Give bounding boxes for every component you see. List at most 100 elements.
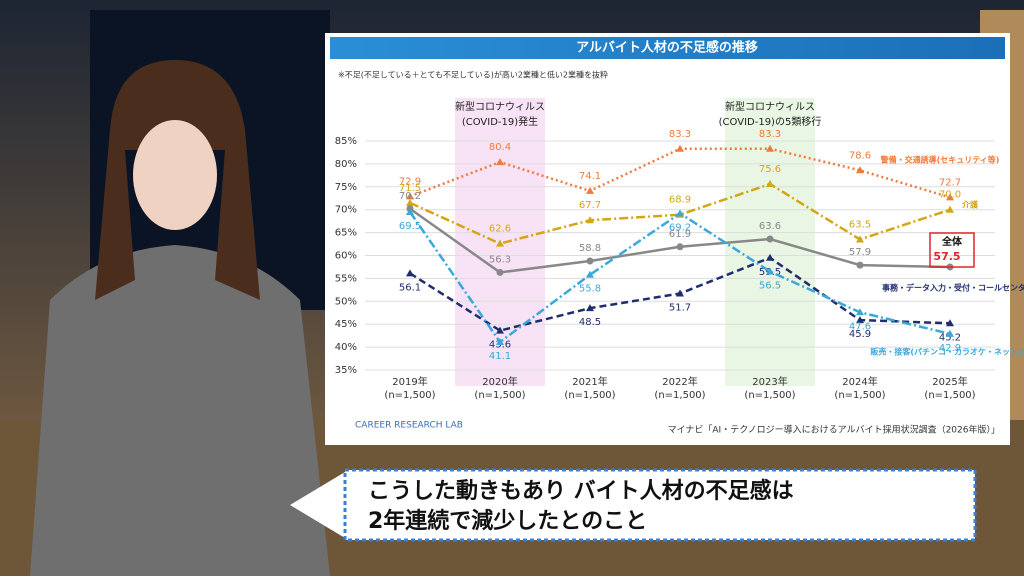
point: [856, 166, 864, 174]
point: [766, 144, 774, 152]
value-label: 61.9: [669, 229, 691, 240]
point: [406, 269, 414, 277]
annotation: (COVID-19)発生: [462, 115, 538, 128]
value-label: 42.9: [939, 343, 961, 354]
series-name: 事務・データ入力・受付・コールセンター: [882, 283, 1024, 293]
chart-panel: [325, 33, 1010, 445]
logo: CAREER RESEARCH LAB: [355, 421, 463, 431]
point: [586, 257, 594, 265]
x-tick-note: (n=1,500): [384, 390, 435, 401]
x-tick-note: (n=1,500): [924, 390, 975, 401]
point: [676, 209, 684, 217]
value-label: 56.1: [399, 282, 421, 293]
annotation: 新型コロナウィルス: [455, 100, 545, 113]
x-tick-note: (n=1,500): [834, 390, 885, 401]
value-label: 47.6: [849, 321, 871, 332]
value-label: 67.7: [579, 200, 601, 211]
caption-box: [343, 468, 977, 542]
point: [676, 243, 684, 251]
point: [766, 253, 774, 261]
y-tick-label: 45%: [335, 319, 357, 330]
point: [496, 338, 504, 346]
value-label: 72.9: [399, 176, 421, 187]
value-label: 56.3: [489, 254, 511, 265]
value-label: 48.5: [579, 317, 601, 328]
point: [676, 144, 684, 152]
point: [856, 308, 864, 316]
point: [946, 329, 954, 337]
value-label: 56.5: [759, 281, 781, 292]
value-label: 68.9: [669, 195, 691, 206]
value-label: 71.5: [399, 183, 421, 194]
value-label: 58.8: [579, 243, 601, 254]
point: [586, 216, 594, 224]
annotation: 新型コロナウィルス: [725, 100, 815, 113]
value-label: 63.6: [759, 221, 781, 232]
series-name: 警備・交通誘導(セキュリティ等): [880, 155, 1000, 165]
series-name: 全体: [941, 235, 963, 248]
chart: アルバイト人材の不足感の推移 ※不足(不足している＋とても不足している)が高い2…: [335, 40, 1024, 436]
title-bar: [330, 37, 1005, 59]
value-label: 57.9: [849, 247, 871, 258]
value-label: 72.7: [939, 177, 961, 188]
point: [766, 267, 774, 275]
point: [856, 261, 864, 269]
x-tick-label: 2023年: [752, 375, 787, 388]
x-tick-note: (n=1,500): [654, 390, 705, 401]
point: [496, 158, 504, 166]
person-body: [30, 245, 330, 576]
caption-pointer: [290, 472, 345, 538]
value-label: 45.9: [849, 329, 871, 340]
value-label: 83.3: [759, 129, 781, 140]
y-tick-label: 70%: [335, 205, 357, 216]
value-label: 51.7: [669, 303, 691, 314]
x-tick-label: 2024年: [842, 375, 877, 388]
point: [406, 192, 414, 200]
point: [586, 304, 594, 312]
person-face: [133, 120, 217, 230]
caption-line: 2年連続で減少したとのこと: [368, 508, 647, 534]
point: [586, 186, 594, 194]
point: [946, 319, 954, 327]
x-tick-label: 2019年: [392, 375, 427, 388]
point: [496, 268, 504, 276]
value-label: 70.0: [939, 190, 961, 201]
y-tick-label: 65%: [335, 228, 357, 239]
y-tick-label: 80%: [335, 159, 357, 170]
value-label: 45.2: [939, 332, 961, 343]
value-label: 69.2: [669, 222, 691, 233]
point: [406, 207, 414, 215]
value-label: 78.6: [849, 150, 871, 161]
value-label: 83.3: [669, 129, 691, 140]
y-tick-label: 55%: [335, 273, 357, 284]
y-tick-label: 50%: [335, 296, 357, 307]
y-tick-label: 85%: [335, 136, 357, 147]
x-tick-label: 2025年: [932, 375, 967, 388]
value-label: 62.6: [489, 224, 511, 235]
value-label: 70.2: [399, 191, 421, 202]
point: [946, 193, 954, 201]
x-tick-label: 2020年: [482, 375, 517, 388]
point: [406, 198, 414, 206]
value-label: 41.1: [489, 351, 511, 362]
value-label: 43.6: [489, 340, 511, 351]
annotation: (COVID-19)の5類移行: [719, 115, 822, 128]
x-tick-note: (n=1,500): [744, 390, 795, 401]
point: [856, 235, 864, 243]
series-name: 介護: [961, 200, 979, 210]
point: [676, 289, 684, 297]
caption-line: こうした動きもあり バイト人材の不足感は: [368, 478, 794, 504]
x-tick-label: 2022年: [662, 375, 697, 388]
value-label: 75.6: [759, 164, 781, 175]
value-label: 57.5: [933, 250, 960, 263]
x-tick-note: (n=1,500): [474, 390, 525, 401]
point: [856, 316, 864, 324]
x-tick-note: (n=1,500): [564, 390, 615, 401]
chart-subtitle: ※不足(不足している＋とても不足している)が高い2業種と低い2業種を抜粋: [338, 70, 608, 80]
y-tick-label: 75%: [335, 182, 357, 193]
value-label: 74.1: [579, 171, 601, 182]
y-tick-label: 40%: [335, 342, 357, 353]
point: [496, 326, 504, 334]
point: [766, 180, 774, 188]
